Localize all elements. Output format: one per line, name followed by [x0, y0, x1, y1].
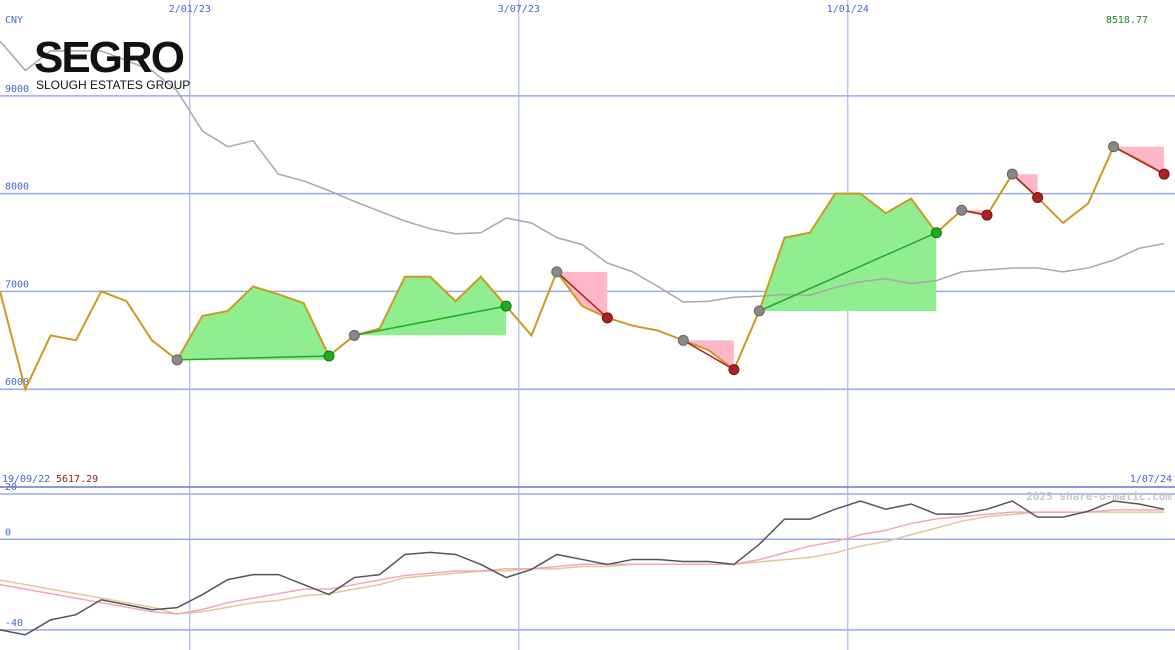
loss-area [1113, 146, 1165, 175]
entry-marker [1006, 168, 1018, 180]
loss-area [683, 340, 734, 370]
trade-line [682, 339, 735, 371]
entry-marker [171, 354, 183, 366]
max-label: 8518.77 [1106, 15, 1148, 26]
entry-marker [956, 204, 968, 216]
watermark: 2025 share-o-matic.com [1026, 490, 1172, 503]
y-tick-label: 9000 [5, 84, 29, 95]
entry-marker [677, 334, 689, 346]
entry-marker [753, 305, 765, 317]
trade-line [758, 232, 937, 312]
x-tick-label: 3/07/23 [498, 4, 540, 15]
exit-marker [1158, 168, 1170, 180]
trade-line [1113, 146, 1165, 175]
entry-marker [551, 266, 563, 278]
series-line [0, 500, 1165, 636]
y-tick-label: 6000 [5, 377, 29, 388]
start-date: 19/09/22 [2, 474, 50, 485]
series-line [0, 511, 1165, 615]
gain-area [759, 193, 937, 311]
exit-marker [323, 350, 335, 362]
y-tick-label: 0 [5, 527, 11, 538]
unit-label: CNY [5, 15, 23, 26]
y-tick-label: -40 [5, 618, 23, 629]
entry-marker [348, 329, 360, 341]
x-tick-label: 1/01/24 [827, 4, 869, 15]
trade-line [1011, 173, 1039, 199]
x-tick-label: 2/01/23 [169, 4, 211, 15]
trade-line [556, 271, 608, 319]
series-line [0, 509, 1165, 615]
exit-marker [981, 209, 993, 221]
trade-line [177, 355, 330, 361]
y-tick-label: 7000 [5, 279, 29, 290]
exit-marker [930, 227, 942, 239]
trade-line [354, 305, 507, 337]
gain-area [354, 276, 507, 336]
y-tick-label: 8000 [5, 182, 29, 193]
entry-marker [1108, 141, 1120, 153]
series-line [0, 40, 1165, 303]
exit-marker [601, 312, 613, 324]
logo-tagline: SLOUGH ESTATES GROUP [36, 78, 190, 92]
min-label: 5617.29 [56, 474, 98, 485]
gain-area [177, 286, 329, 360]
end-date: 1/07/24 [1130, 474, 1172, 485]
exit-marker [728, 364, 740, 376]
price-panel: 6000 7000 8000 9000 2/01/23 3/07/23 1/01/24 [0, 0, 1175, 487]
exit-marker [1032, 192, 1044, 204]
exit-marker [500, 300, 512, 312]
logo-name: SEGRO [34, 33, 184, 82]
